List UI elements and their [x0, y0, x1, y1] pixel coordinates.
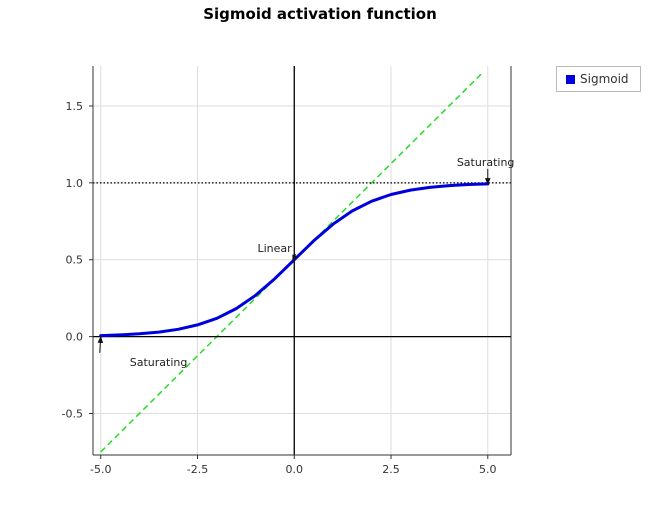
legend-label-sigmoid: Sigmoid — [580, 72, 629, 86]
plot-frame — [92, 66, 512, 456]
reference-lines — [93, 66, 511, 455]
tick-labels: -5.0 -2.5 0.0 2.5 5.0 -0.5 0.0 0.5 1.0 1.5 — [62, 100, 497, 476]
x-tick-label: -2.5 — [187, 463, 208, 476]
legend-swatch-sigmoid — [566, 74, 575, 84]
annotation-arrow-2 — [97, 335, 104, 353]
annotations: Saturating Linear Saturating — [97, 156, 515, 369]
y-tick-label: 1.0 — [66, 177, 84, 190]
y-tick-label: 0.0 — [66, 331, 84, 344]
grid — [93, 66, 511, 455]
x-tick-label: 5.0 — [479, 463, 497, 476]
x-tick-label: -5.0 — [90, 463, 111, 476]
chart-title: Sigmoid activation function — [203, 5, 437, 23]
annotation-label-1: Linear — [257, 242, 292, 255]
y-tick-label: 1.5 — [66, 100, 84, 113]
annotation-arrow-1 — [292, 253, 298, 262]
legend: Sigmoid — [556, 66, 641, 92]
y-tick-label: -0.5 — [62, 407, 83, 420]
x-tick-label: 2.5 — [382, 463, 400, 476]
y-tick-label: 0.5 — [66, 254, 84, 267]
x-tick-label: 0.0 — [286, 463, 304, 476]
annotation-label-2: Saturating — [130, 356, 188, 369]
annotation-label-0: Saturating — [457, 156, 515, 169]
